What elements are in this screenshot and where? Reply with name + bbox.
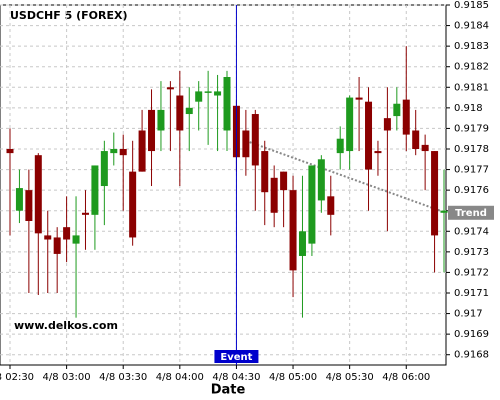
candle-body (317, 159, 325, 201)
event-label: Event (220, 352, 252, 363)
candle-body (176, 95, 184, 131)
y-tick-label: 0.9173 (454, 247, 489, 258)
y-tick-label: 0.9183 (454, 41, 489, 52)
candle-body (204, 91, 212, 93)
candle-body (421, 144, 429, 152)
candle-body (393, 103, 401, 117)
y-tick-label: 0.9181 (454, 82, 489, 93)
candle-body (25, 190, 33, 221)
candle-body (185, 107, 193, 115)
candle-body (431, 151, 439, 236)
x-tick-label: 4/8 04:00 (156, 372, 204, 383)
y-tick-label: 0.9179 (454, 123, 489, 134)
x-tick-label: 4/8 04:30 (212, 372, 260, 383)
candle-body (365, 101, 373, 170)
candle-body (374, 151, 382, 154)
candle-body (81, 212, 89, 215)
y-tick-label: 0.9174 (454, 226, 489, 237)
event-label-box (214, 350, 259, 363)
candle-body (402, 99, 410, 135)
candle-body (261, 151, 269, 193)
y-tick-label: 0.917 (454, 309, 483, 320)
y-tick-label: 0.9168 (454, 350, 489, 361)
candle-body (195, 91, 203, 102)
candle-body (91, 165, 99, 215)
candle-body (242, 130, 250, 158)
x-tick-label: 4/8 03:00 (43, 372, 91, 383)
candle-body (6, 149, 14, 154)
candle-body (412, 130, 420, 149)
y-tick-label: 0.918 (454, 103, 483, 114)
y-tick-label: 0.9185 (454, 0, 489, 11)
y-tick-label: 0.9169 (454, 329, 489, 340)
candle-body (298, 231, 306, 256)
candle-body (223, 77, 231, 131)
candle-body (308, 165, 316, 244)
candle-body (34, 155, 42, 234)
trend-line (245, 139, 447, 214)
candle-body (383, 118, 391, 131)
y-tick-label: 0.9177 (454, 165, 489, 176)
candle-body (119, 149, 127, 156)
y-tick-label: 0.9176 (454, 185, 489, 196)
candle-body (53, 237, 61, 254)
candle-body (44, 235, 52, 240)
candle-body (270, 177, 278, 213)
trend-label-box (448, 205, 494, 220)
candle-body (63, 227, 71, 240)
candle-body (72, 235, 80, 244)
candle-body (289, 190, 297, 271)
candle-body (138, 130, 146, 172)
candle-body (129, 171, 137, 238)
candle-body (251, 114, 259, 166)
candle-body (327, 196, 335, 215)
x-tick-label: 4/8 05:00 (269, 372, 317, 383)
candle-body (346, 97, 354, 152)
candle-body (166, 87, 174, 90)
y-tick-label: 0.9171 (454, 288, 489, 299)
x-axis-title: Date (211, 383, 246, 398)
y-tick-label: 0.9172 (454, 267, 489, 278)
candle-body (110, 149, 118, 154)
watermark: www.delkos.com (14, 319, 118, 332)
x-tick-label: 4/8 06:00 (382, 372, 430, 383)
candle-body (336, 138, 344, 154)
candle-body (440, 210, 448, 213)
candle-body (100, 151, 108, 187)
candle-body (157, 109, 165, 131)
candle-body (148, 109, 156, 152)
candle-body (15, 188, 23, 211)
candle-body (280, 171, 288, 191)
y-tick-label: 0.9182 (454, 62, 489, 73)
x-tick-label: 4/8 05:30 (326, 372, 374, 383)
x-tick-label: 4/8 03:30 (99, 372, 147, 383)
chart-title: USDCHF 5 (FOREX) (10, 9, 127, 22)
y-tick-label: 0.9178 (454, 144, 489, 155)
trend-label: Trend (455, 208, 487, 219)
candle-body (355, 97, 363, 100)
x-tick-label: 4/8 02:30 (0, 372, 34, 383)
candle-body (214, 91, 222, 96)
y-tick-label: 0.9184 (454, 21, 489, 32)
